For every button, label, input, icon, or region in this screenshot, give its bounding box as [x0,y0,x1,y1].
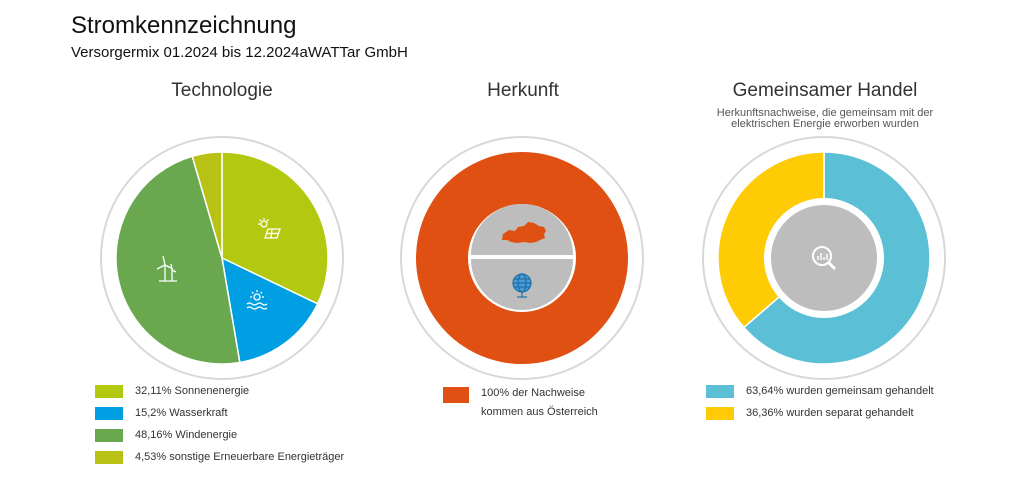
legend-label: 100% der Nachweise kommen aus Österreich [481,384,598,422]
herkunft-title: Herkunft [487,80,559,101]
wind-turbine-icon [156,255,177,282]
legend-item: 32,11% Sonnenenergie [95,380,344,402]
globe-icon [512,273,532,298]
legend-label: 15,2% Wasserkraft [135,407,228,419]
legend-label-line2: kommen aus Österreich [481,406,598,418]
technologie-legend: 32,11% Sonnenenergie 15,2% Wasserkraft 4… [95,380,344,468]
legend-item: 36,36% wurden separat gehandelt [706,402,934,424]
legend-swatch [95,450,123,464]
solar-panel-icon [258,218,281,239]
legend-label: 4,53% sonstige Erneuerbare Energieträger [135,451,345,463]
technologie-chart [100,136,344,380]
handel-title: Gemeinsamer Handel [732,80,918,101]
technologie-slice-wasserkraft [221,256,319,364]
legend-label: 48,16% Windenergie [135,429,238,441]
legend-item: 63,64% wurden gemeinsam gehandelt [706,380,934,402]
water-icon [246,290,268,310]
handel-legend: 63,64% wurden gemeinsam gehandelt 36,36%… [706,380,934,424]
legend-item: 4,53% sonstige Erneuerbare Energieträger [95,446,344,468]
legend-item: 48,16% Windenergie [95,424,344,446]
legend-item: 15,2% Wasserkraft [95,402,344,424]
legend-label: 36,36% wurden separat gehandelt [746,407,914,419]
page-subtitle: Versorgermix 01.2024 bis 12.2024aWATTar … [71,44,408,61]
austria-map-icon [502,222,546,243]
handel-chart [702,136,946,380]
technologie-title: Technologie [171,80,273,101]
handel-note: Herkunftsnachweise, die gemeinsam mit de… [675,108,975,130]
legend-label: 32,11% Sonnenenergie [135,385,250,397]
handel-note-line1: Herkunftsnachweise, die gemeinsam mit de… [716,107,934,119]
legend-label: 63,64% wurden gemeinsam gehandelt [746,385,934,397]
technologie-slice-sonstige-erneuerbare-energieträger [191,151,223,259]
legend-swatch [706,384,734,398]
technologie-slice-sonnenenergie [221,151,329,305]
legend-swatch [706,406,734,420]
herkunft-chart [400,136,644,380]
legend-item: 100% der Nachweise kommen aus Österreich [443,384,598,422]
legend-label-line1: 100% der Nachweise [481,387,585,399]
legend-swatch [443,387,469,403]
herkunft-legend: 100% der Nachweise kommen aus Österreich [443,384,598,422]
legend-swatch [95,428,123,442]
technologie-slice-windenergie [115,155,241,365]
legend-swatch [95,384,123,398]
legend-swatch [95,406,123,420]
handel-note-line2: elektrischen Energie erworben wurden [731,118,919,130]
magnifier-chart-icon [812,246,837,271]
page-title: Stromkennzeichnung [71,12,297,39]
